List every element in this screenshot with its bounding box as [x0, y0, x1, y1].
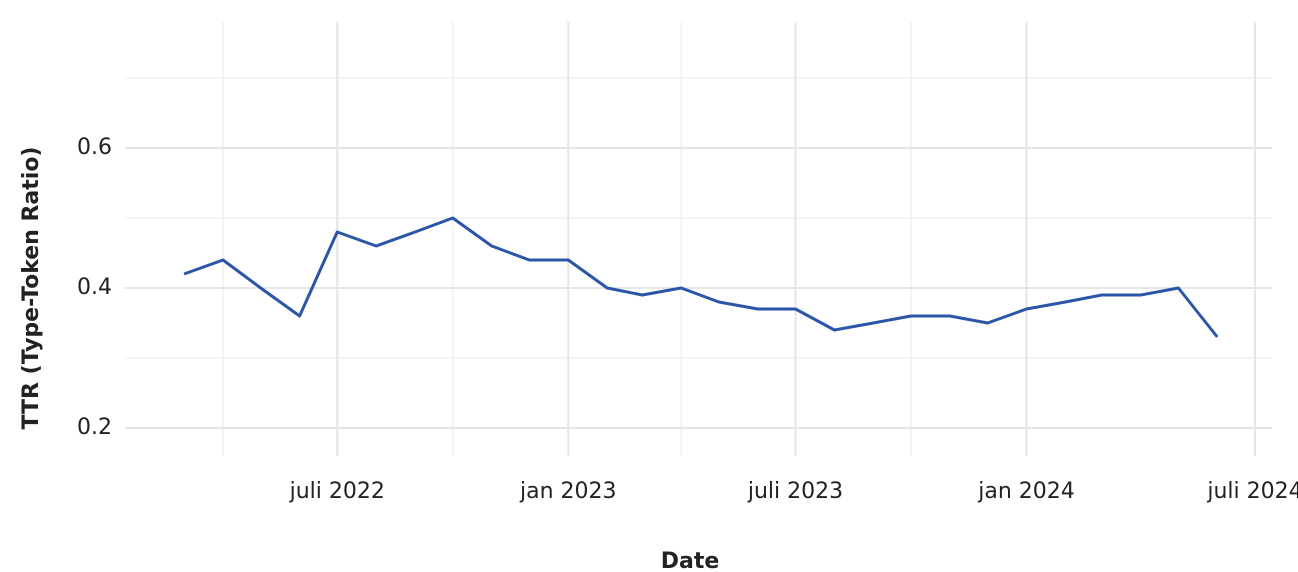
- x-tick-label: jan 2024: [977, 479, 1075, 504]
- y-tick-label: 0.4: [77, 275, 112, 300]
- x-tick-label: juli 2022: [289, 479, 385, 504]
- y-tick-label: 0.2: [77, 415, 112, 440]
- y-axis-title: TTR (Type-Token Ratio): [19, 147, 44, 430]
- x-axis-title: Date: [661, 549, 720, 572]
- grid: [125, 22, 1272, 456]
- x-tick-label: juli 2024: [1206, 479, 1298, 504]
- y-tick-label: 0.6: [77, 135, 112, 160]
- x-tick-label: juli 2023: [747, 479, 843, 504]
- data-line: [183, 216, 1219, 338]
- x-tick-label: jan 2023: [519, 479, 617, 504]
